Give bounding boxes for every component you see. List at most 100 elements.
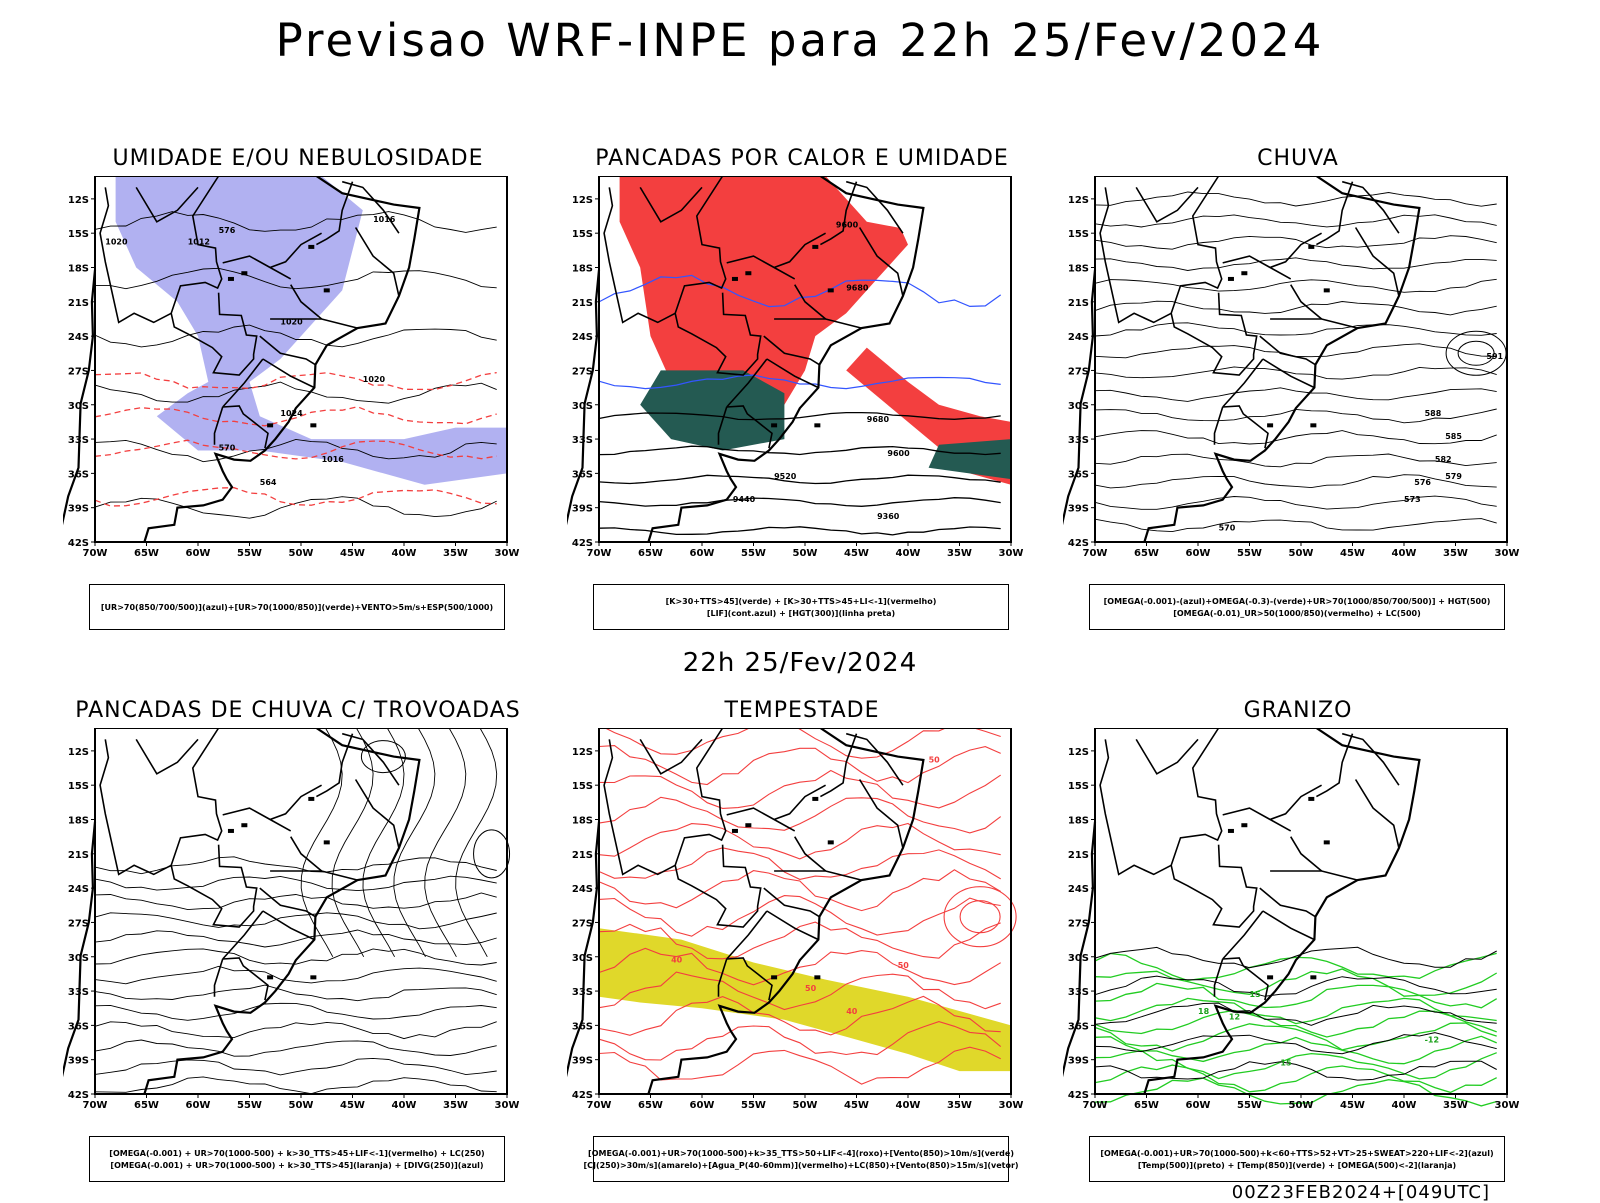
state-border <box>135 186 199 223</box>
state-border <box>717 406 728 445</box>
precipitable-water-contour <box>598 745 1001 786</box>
state-border <box>845 732 904 786</box>
lat-label: 36S <box>1068 469 1089 480</box>
contour-label: 1012 <box>188 238 210 247</box>
lon-label: 40W <box>392 1100 417 1111</box>
lat-label: 27S <box>1068 366 1089 377</box>
legend-line: [OMEGA(-0.01)_UR>50(1000/850)(vermelho) … <box>1173 608 1421 618</box>
map-tempestade: 50 40 50 40 50 70W 65W 60W 55W 50W 45W 40W 35W 30W 12S… <box>567 728 1023 1111</box>
hgt500-contour <box>1094 278 1497 293</box>
lat-label: 18S <box>68 816 89 827</box>
lat-label: 27S <box>1068 918 1089 929</box>
lon-label: 60W <box>1186 548 1211 559</box>
lon-label: 60W <box>186 1100 211 1111</box>
lon-label: 35W <box>947 548 972 559</box>
state-border <box>1354 227 1400 297</box>
contour-label: 15 <box>1250 990 1262 999</box>
lake-marker <box>771 423 778 428</box>
state-border <box>726 405 773 449</box>
coastline-east <box>1143 728 1421 1095</box>
lat-label: 15S <box>572 229 593 240</box>
streamline <box>94 892 497 911</box>
lon-label: 45W <box>340 548 365 559</box>
lake-marker <box>267 423 274 428</box>
lat-label: 27S <box>572 366 593 377</box>
state-border <box>99 187 172 324</box>
state-border <box>1270 870 1358 881</box>
coastline-west <box>567 821 601 1078</box>
panel-title: TEMPESTADE <box>724 698 880 723</box>
lake-marker <box>812 796 819 801</box>
lake-marker <box>241 823 248 828</box>
lat-label: 33S <box>1068 435 1089 446</box>
streamline <box>94 1021 497 1040</box>
lon-label: 45W <box>1340 548 1365 559</box>
lat-label: 30S <box>68 401 89 412</box>
streamline <box>393 728 436 958</box>
lon-label: 60W <box>690 548 715 559</box>
contour-label: 1016 <box>322 455 345 464</box>
pw-vortex-inner <box>959 900 1001 934</box>
lake-marker <box>745 271 752 276</box>
state-border <box>170 728 258 928</box>
temp850-contour <box>1094 1035 1497 1065</box>
state-border <box>1222 405 1269 449</box>
streamline <box>94 912 497 930</box>
panel-granizo: GRANIZO 15 12 -12 18 15 70W 65W 60W 55W 50W 45W 40W… <box>1063 698 1533 1182</box>
state-border <box>262 358 315 389</box>
state-border <box>794 836 827 872</box>
lat-label: 24S <box>68 332 89 343</box>
map-chuva: 591 588 585 582 579 576 573 570 70W 65W 60W 55W 50W 4… <box>1063 176 1519 559</box>
state-border <box>354 227 400 297</box>
lon-label: 45W <box>844 1100 869 1111</box>
contour-label: 9680 <box>846 283 869 292</box>
lat-label: 24S <box>572 884 593 895</box>
humidity-area <box>115 176 507 485</box>
lat-label: 21S <box>68 298 89 309</box>
lat-label: 15S <box>1068 781 1089 792</box>
lat-label: 21S <box>572 298 593 309</box>
contour-label: 50 <box>929 755 941 764</box>
lake-marker <box>731 276 738 281</box>
state-border <box>1222 807 1292 832</box>
hgt300-contour <box>598 474 1001 485</box>
lake-marker <box>1241 271 1248 276</box>
lat-label: 24S <box>572 332 593 343</box>
state-border <box>262 910 315 941</box>
lake-marker <box>812 244 819 249</box>
state-border <box>858 227 904 297</box>
contour-label: 15 <box>1280 1058 1292 1067</box>
contour-label: 50 <box>805 984 817 993</box>
lat-label: 12S <box>1068 747 1089 758</box>
lat-label: 27S <box>68 366 89 377</box>
temp850-contour <box>1094 1077 1497 1107</box>
streamline <box>362 728 405 958</box>
oceanic-green-patch <box>928 439 1011 480</box>
legend-line: [OMEGA(-0.001)+UR>70(1000-500)+k<60+TTS>… <box>1100 1148 1494 1158</box>
lon-label: 45W <box>1340 1100 1365 1111</box>
lake-marker <box>771 975 778 980</box>
lake-marker <box>1310 423 1317 428</box>
legend-line: [OMEGA(-0.001) + UR>70(1000-500) + k>30_… <box>110 1160 484 1170</box>
legend-line: [OMEGA(-0.001) + UR>70(1000-500) + k>30_… <box>109 1148 485 1158</box>
lon-label: 55W <box>741 1100 766 1111</box>
temp500-contour <box>1094 1032 1497 1055</box>
state-border <box>1135 738 1199 775</box>
thickness-contour <box>94 371 497 391</box>
state-border <box>316 181 354 246</box>
lat-label: 30S <box>68 953 89 964</box>
lon-label: 60W <box>690 1100 715 1111</box>
legend-line: [OMEGA(-0.001)+UR>70(1000-500)+k>35_TTS>… <box>588 1148 1014 1158</box>
precipitable-water-contour <box>598 796 1002 834</box>
lon-label: 70W <box>1083 548 1108 559</box>
thickness-contour <box>94 439 497 460</box>
state-border <box>99 739 172 876</box>
lake-marker <box>267 975 274 980</box>
lat-label: 33S <box>572 435 593 446</box>
state-border <box>222 957 269 1001</box>
lake-marker <box>1323 840 1330 845</box>
lon-label: 55W <box>741 548 766 559</box>
legend-box: [OMEGA(-0.001)-(azul)+OMEGA(-0.3)-(verde… <box>1089 584 1505 630</box>
contour-label: 1020 <box>280 318 303 327</box>
state-border <box>1222 957 1269 1001</box>
